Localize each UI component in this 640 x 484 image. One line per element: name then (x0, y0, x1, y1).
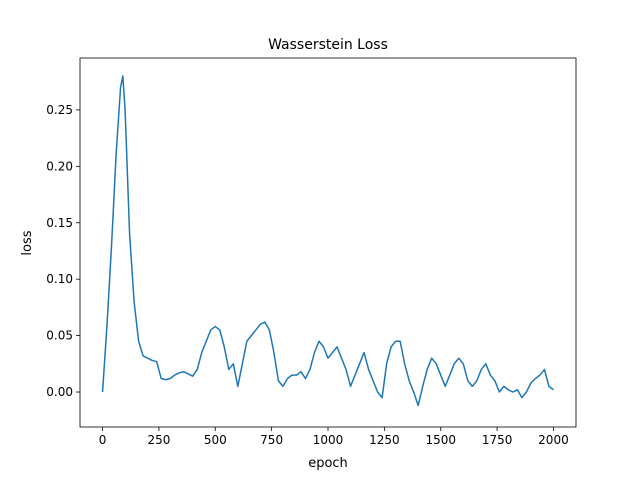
y-tick-label: 0.05 (46, 329, 73, 343)
line-series (101, 75, 554, 407)
y-axis-label: loss (20, 230, 35, 255)
y-tick-label: 0.15 (46, 216, 73, 230)
y-tick-label: 0.20 (46, 159, 73, 173)
x-tick-label: 2000 (538, 433, 569, 447)
x-axis-label: epoch (308, 456, 348, 471)
y-tick-label: 0.25 (46, 103, 73, 117)
x-tick-label: 1500 (425, 433, 456, 447)
x-tick-label: 0 (99, 433, 107, 447)
x-tick-label: 1250 (369, 433, 400, 447)
x-tick-label: 250 (147, 433, 170, 447)
y-tick-label: 0.10 (46, 272, 73, 286)
x-tick-label: 1000 (313, 433, 344, 447)
x-tick-label: 750 (260, 433, 283, 447)
plot-frame (79, 57, 577, 428)
y-tick-label: 0.00 (46, 385, 73, 399)
chart-title: Wasserstein Loss (268, 37, 388, 53)
x-tick-label: 1750 (482, 433, 513, 447)
x-tick-label: 500 (204, 433, 227, 447)
